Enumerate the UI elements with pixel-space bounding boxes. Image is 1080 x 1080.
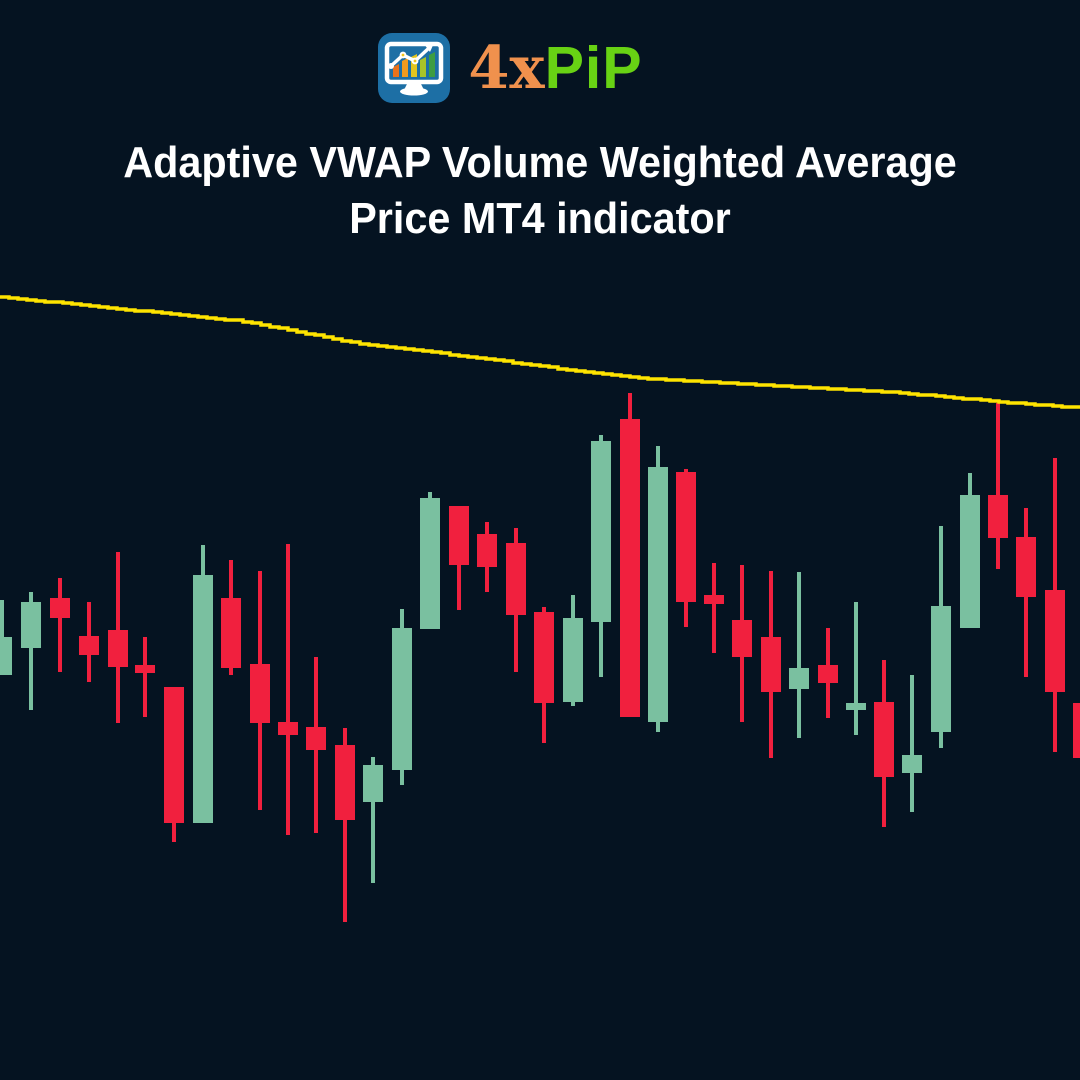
candle-body-bull <box>789 668 809 689</box>
candle-body-bear <box>135 665 155 673</box>
candle-body-bear <box>250 664 270 723</box>
brand-name-orange: 4x <box>468 33 545 102</box>
candle-body-bear <box>732 620 752 657</box>
candle-body-bear <box>676 472 696 602</box>
candle-wick <box>58 578 62 672</box>
candle-body-bear <box>79 636 99 655</box>
bar-chart-monitor-icon <box>377 33 451 103</box>
candle-body-bull <box>960 495 980 628</box>
candle-body-bull <box>21 602 41 648</box>
candle-body-bear <box>506 543 526 615</box>
candle-body-bear <box>449 506 469 565</box>
candle-wick <box>29 592 33 710</box>
candle-body-bear <box>164 687 184 823</box>
page-title-line1: Adaptive VWAP Volume Weighted Average <box>123 138 957 187</box>
candle-body-bull <box>193 575 213 823</box>
brand-name-green: PiP <box>544 35 643 101</box>
candle-body-bull <box>591 441 611 622</box>
candle-body-bull <box>420 498 440 629</box>
candle-body-bull <box>392 628 412 770</box>
candle-body-bull <box>563 618 583 702</box>
candle-body-bear <box>988 495 1008 538</box>
page-title: Adaptive VWAP Volume Weighted Average Pr… <box>32 135 1047 247</box>
candle-wick <box>371 757 375 883</box>
candle-wick <box>910 675 914 812</box>
vwap-line <box>0 295 1080 409</box>
candle-body-bear <box>108 630 128 667</box>
candle-body-bear <box>477 534 497 567</box>
brand-logo: 4xPiP <box>0 33 1050 103</box>
brand-name: 4xPiP <box>468 33 642 103</box>
candle-body-bull <box>931 606 951 732</box>
candle-body-bear <box>306 727 326 750</box>
candle-body-bear <box>1073 703 1080 758</box>
candle-wick <box>854 602 858 735</box>
candle-wick <box>996 403 1000 569</box>
candle-body-bull <box>846 703 866 710</box>
candle-wick <box>712 563 716 653</box>
candle-body-bear <box>620 419 640 717</box>
candle-body-bear <box>1045 590 1065 692</box>
candle-wick <box>286 544 290 835</box>
candle-body-bear <box>534 612 554 703</box>
candle-body-bear <box>874 702 894 777</box>
candle-wick <box>143 637 147 717</box>
candle-body-bull <box>363 765 383 802</box>
candle-body-bear <box>761 637 781 692</box>
page-title-line2: Price MT4 indicator <box>349 194 731 243</box>
candle-body-bear <box>221 598 241 668</box>
candle-body-bull <box>0 637 12 675</box>
candle-body-bear <box>278 722 298 735</box>
candle-body-bear <box>50 598 70 618</box>
candle-body-bear <box>704 595 724 604</box>
candle-wick <box>343 728 347 922</box>
candle-body-bear <box>818 665 838 683</box>
candle-body-bear <box>1016 537 1036 597</box>
candle-body-bull <box>648 467 668 722</box>
candle-wick <box>797 572 801 738</box>
header: 4xPiP Adaptive VWAP Volume Weighted Aver… <box>0 0 1080 247</box>
candle-body-bull <box>902 755 922 773</box>
candle-body-bear <box>335 745 355 820</box>
